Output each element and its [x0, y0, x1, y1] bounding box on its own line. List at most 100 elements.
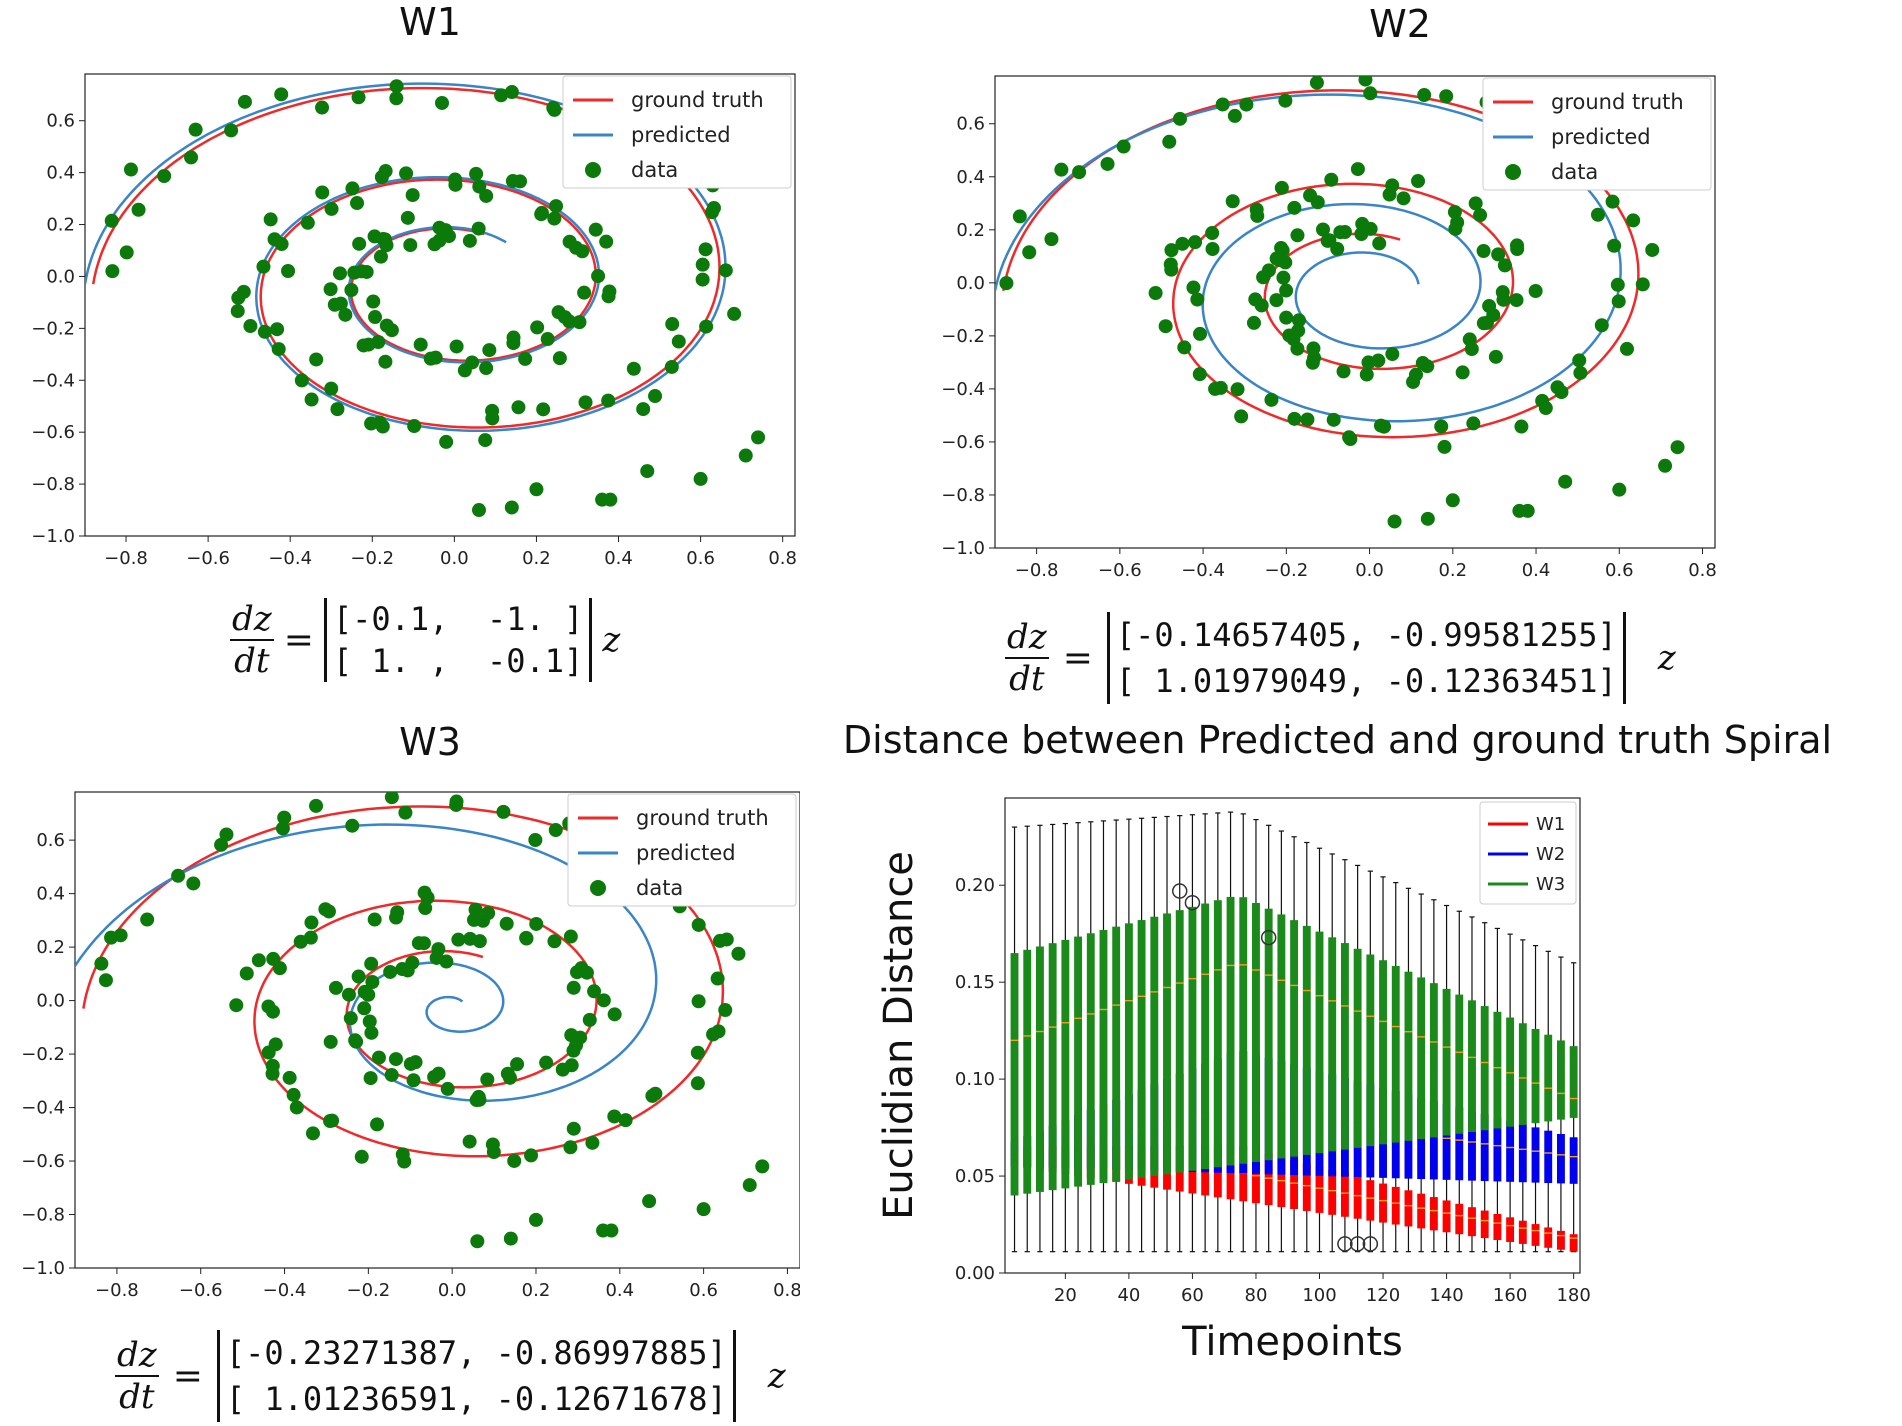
data-point — [315, 100, 330, 115]
data-point — [294, 373, 309, 388]
data-point — [486, 1145, 501, 1160]
data-point — [1163, 257, 1178, 272]
box-W2 — [1480, 1114, 1489, 1182]
data-point — [1175, 236, 1190, 251]
x-tick-label: 20 — [1054, 1285, 1077, 1306]
y-tick-label: −0.6 — [31, 422, 75, 443]
box-W3 — [1468, 1000, 1476, 1132]
data-point — [1572, 353, 1587, 368]
x-tick-label: 0.8 — [773, 1280, 800, 1301]
legend-label: ground truth — [636, 806, 769, 830]
box-W2 — [1506, 1120, 1515, 1182]
box-W1 — [1353, 1176, 1362, 1219]
matrix-row-2: [ 1. , -0.1] — [332, 642, 584, 680]
box-W2 — [1569, 1137, 1578, 1184]
data-point — [547, 211, 562, 226]
derivative-fraction: dz dt — [115, 1335, 159, 1417]
x-tick-label: 120 — [1366, 1285, 1400, 1306]
w3-matrix: [-0.23271387, -0.86997885] [ 1.01236591, … — [216, 1330, 736, 1422]
data-point — [1239, 97, 1254, 112]
data-point — [303, 930, 318, 945]
data-point — [665, 317, 680, 332]
data-point — [188, 122, 203, 137]
legend: W1 W2 W3 — [1479, 801, 1577, 905]
data-point — [1591, 207, 1606, 222]
predicted-line — [75, 823, 658, 1102]
data-point — [1116, 139, 1131, 154]
data-point — [549, 199, 564, 214]
y-tick-label: −0.2 — [21, 1044, 65, 1065]
data-point — [468, 902, 483, 917]
data-point — [1476, 243, 1491, 258]
data-point — [552, 351, 567, 366]
box-W3 — [1226, 896, 1235, 1166]
data-point — [1012, 209, 1027, 224]
data-point — [341, 987, 356, 1002]
box-W3 — [1429, 983, 1438, 1138]
legend-label: data — [636, 876, 683, 900]
data-point — [563, 929, 578, 944]
legend-label: predicted — [631, 123, 731, 147]
data-point — [504, 85, 519, 100]
fraction-numerator: dz — [230, 599, 274, 641]
y-tick-label: 0.20 — [955, 875, 995, 896]
data-point — [257, 324, 272, 339]
data-point — [480, 1072, 495, 1087]
data-point — [718, 1003, 733, 1018]
w1-equation: dz dt = [-0.1, -1. ] [ 1. , -0.1] z — [230, 598, 620, 682]
x-tick-label: −0.2 — [1264, 560, 1308, 581]
box-W3 — [1023, 949, 1032, 1194]
box-W1 — [1404, 1190, 1413, 1227]
data-point — [1387, 514, 1402, 529]
data-point — [373, 249, 388, 264]
x-tick-label: 0.2 — [522, 1280, 551, 1301]
y-tick-label: 0.0 — [36, 991, 65, 1012]
data-point — [551, 305, 566, 320]
y-tick-label: −0.2 — [941, 326, 985, 347]
data-point — [698, 242, 713, 257]
data-point — [405, 188, 420, 203]
box-W1 — [1328, 1170, 1337, 1215]
box-W3 — [1061, 939, 1070, 1189]
x-tick-label: −0.8 — [104, 548, 148, 569]
y-tick-label: 0.4 — [46, 163, 75, 184]
outlier-point — [1362, 1236, 1379, 1252]
box-W1 — [1366, 1180, 1375, 1221]
data-point — [479, 361, 494, 376]
data-point — [502, 1070, 517, 1085]
data-point — [601, 393, 616, 408]
x-tick-label: 0.6 — [689, 1280, 718, 1301]
data-point — [434, 95, 449, 110]
data-point — [332, 266, 347, 281]
data-point — [1509, 293, 1524, 308]
box-W3 — [1417, 977, 1426, 1140]
data-point — [499, 916, 514, 931]
box-W1 — [1417, 1193, 1426, 1229]
x-tick-label: 100 — [1302, 1285, 1336, 1306]
data-point — [1213, 380, 1228, 395]
data-point — [1670, 440, 1685, 455]
data-point — [1279, 310, 1294, 325]
data-point — [354, 264, 369, 279]
data-point — [1420, 511, 1435, 526]
data-point — [263, 212, 278, 227]
data-point — [438, 223, 453, 238]
y-tick-label: 0.6 — [36, 830, 65, 851]
data-point — [1261, 263, 1276, 278]
data-point — [566, 1121, 581, 1136]
data-point — [582, 1012, 597, 1027]
data-point — [507, 1153, 522, 1168]
box-W3 — [1290, 920, 1299, 1157]
legend: ground truth predicted data — [567, 793, 797, 907]
x-tick-label: 180 — [1556, 1285, 1590, 1306]
x-tick-label: −0.4 — [268, 548, 312, 569]
data-point — [1249, 202, 1264, 217]
box-W3 — [1569, 1046, 1578, 1118]
data-point — [636, 402, 651, 417]
box-W1 — [1302, 1163, 1311, 1211]
data-point — [274, 237, 289, 252]
data-point — [378, 354, 393, 369]
data-point — [389, 91, 404, 106]
data-point — [377, 232, 392, 247]
box-W3 — [1531, 1028, 1540, 1124]
